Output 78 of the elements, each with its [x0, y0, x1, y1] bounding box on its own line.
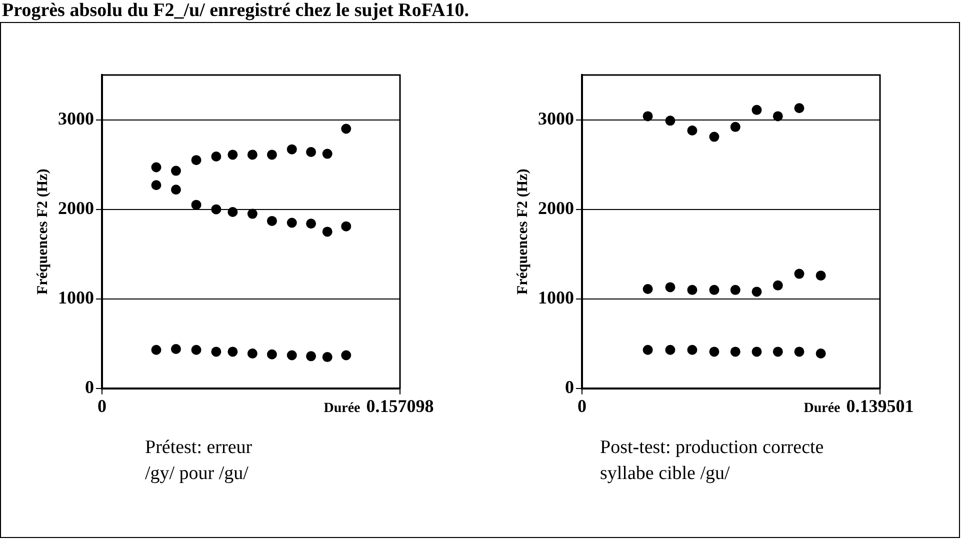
point [772, 111, 783, 122]
point [322, 352, 332, 362]
point [286, 144, 297, 154]
point [322, 148, 332, 159]
point [286, 218, 297, 228]
point [687, 284, 698, 295]
point [211, 346, 222, 357]
point [642, 284, 653, 294]
point [665, 116, 676, 126]
point [772, 346, 783, 357]
point [772, 280, 783, 290]
point [151, 180, 162, 190]
y-tick-label: 0 [565, 377, 574, 398]
point [665, 344, 676, 355]
point [306, 147, 316, 158]
point [211, 151, 222, 162]
point [306, 351, 316, 362]
point [228, 150, 238, 160]
x-tick-label: 0.157098 [366, 396, 434, 416]
point [752, 104, 762, 115]
point [170, 344, 181, 354]
y-axis-title: Fréquences F2 (Hz) [514, 168, 531, 295]
point [687, 126, 698, 136]
point [286, 350, 297, 360]
point [247, 208, 258, 219]
point [228, 207, 238, 217]
point [228, 346, 238, 357]
point [752, 286, 762, 297]
point [794, 346, 804, 357]
point [730, 122, 740, 132]
y-tick-label: 0 [85, 377, 94, 398]
point [816, 348, 826, 358]
text: Post-test: production correcte syllabe cible /gu/ [600, 436, 824, 486]
point [794, 268, 804, 279]
point [730, 284, 740, 295]
x-axis-title: Durée [324, 401, 360, 416]
point [191, 200, 202, 210]
point [170, 166, 181, 176]
point [341, 221, 352, 232]
y-tick-label: 1000 [58, 288, 94, 308]
point [665, 282, 676, 292]
x-axis-title: Durée [804, 401, 840, 416]
x-tick-label: 0 [98, 396, 106, 416]
point [709, 132, 720, 142]
point [151, 344, 162, 355]
chart-title: Progrès absolu du F2_/u/ enregistré chez le sujet RoFA10. [2, 0, 470, 22]
point [266, 216, 277, 226]
point [794, 103, 804, 114]
y-tick-label: 3000 [538, 108, 574, 128]
point [170, 184, 181, 195]
y-tick-label: 3000 [58, 108, 94, 128]
point [322, 226, 332, 237]
point [709, 346, 720, 357]
point [191, 344, 202, 355]
y-tick-label: 1000 [538, 288, 574, 308]
point [266, 349, 277, 360]
point [306, 218, 316, 229]
point [642, 111, 653, 122]
point [341, 350, 352, 360]
point [709, 284, 720, 295]
point [341, 124, 352, 134]
y-axis-title: Fréquences F2 (Hz) [34, 168, 51, 295]
point [642, 344, 653, 355]
y-tick-label: 2000 [58, 198, 94, 218]
point [191, 155, 202, 166]
y-tick-label: 2000 [538, 198, 574, 218]
point [247, 150, 258, 160]
point [151, 162, 162, 172]
point [211, 204, 222, 214]
x-tick-label: 0.139501 [846, 396, 914, 416]
point [816, 270, 826, 281]
point [687, 344, 698, 355]
point [730, 346, 740, 357]
point [752, 346, 762, 357]
text: Prétest: erreur /gy/ pour /gu/ [145, 436, 252, 486]
x-tick-label: 0 [578, 396, 586, 416]
point [266, 150, 277, 160]
point [247, 348, 258, 358]
